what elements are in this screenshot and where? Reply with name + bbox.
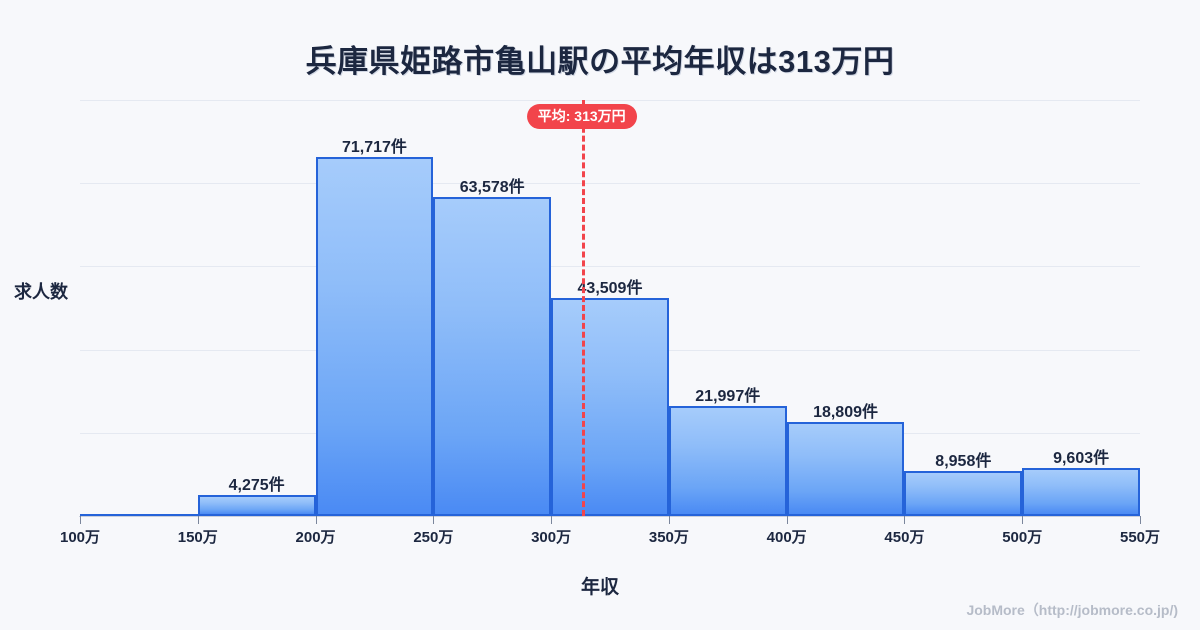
x-axis-tick-label: 450万 [884,529,925,546]
x-axis-tick-mark [668,516,670,524]
bar-150万-200万[interactable] [197,494,316,516]
x-axis-tick-mark [1022,516,1024,524]
x-axis-tick-mark [433,516,435,524]
bar-300万-350万[interactable] [551,297,669,516]
x-axis-tick-label: 250万 [413,529,454,546]
x-axis-tick-label: 100万 [59,529,101,546]
average-line [581,100,585,516]
y-axis-title: 求人数 [14,282,68,302]
plot-area: 4,275件 71,717件 63,578件 43,509件 21,997件 18,809… [60,100,1160,546]
x-axis-tick-mark [315,516,317,524]
chart-title: 兵庫県姫路市亀山駅の平均年収は313万円 [305,44,895,79]
x-axis-tick-label: 350万 [648,529,689,546]
x-axis-tick-mark [80,516,81,524]
bar-value-label: 71,717件 [341,138,407,156]
footer-credit: JobMore（http://jobmore.co.jp/) [966,602,1178,618]
bar-450万-500万[interactable] [904,471,1023,516]
bar-400万-450万[interactable] [786,421,905,516]
bar-value-label: 4,275件 [228,476,285,494]
bar-100万-150万[interactable] [80,514,198,516]
x-axis-tick-mark [1140,516,1141,524]
gridline [80,100,1140,101]
x-axis-tick-mark [197,516,199,524]
bar-value-label: 43,509件 [577,279,643,297]
x-axis-tick-mark [904,516,906,524]
bar-500万-550万[interactable] [1022,467,1140,516]
bar-value-label: 8,958件 [935,453,992,471]
x-axis-tick-mark [786,516,788,524]
gridline [80,266,1140,267]
x-axis-tick-label: 500万 [1002,529,1043,546]
bar-value-label: 18,809件 [813,403,879,421]
x-axis-tick-label: 200万 [295,529,336,546]
x-axis-title: 年収 [580,577,619,598]
x-axis-tick-mark [551,516,553,524]
x-axis-tick-label: 300万 [531,529,572,546]
x-axis-tick-label: 400万 [766,529,807,546]
x-axis-tick-label: 550万 [1119,529,1161,546]
bar-value-label: 21,997件 [695,387,761,405]
x-axis-tick-label: 150万 [177,529,218,546]
bar-value-label: 9,603件 [1053,449,1110,467]
bar-250万-300万[interactable] [433,197,552,516]
bar-value-label: 63,578件 [459,179,525,197]
gridline [80,183,1140,184]
average-badge: 平均: 313万円 [526,104,637,129]
x-axis-baseline [79,516,1141,517]
bar-350万-400万[interactable] [668,405,787,516]
bar-200万-250万[interactable] [315,156,434,516]
